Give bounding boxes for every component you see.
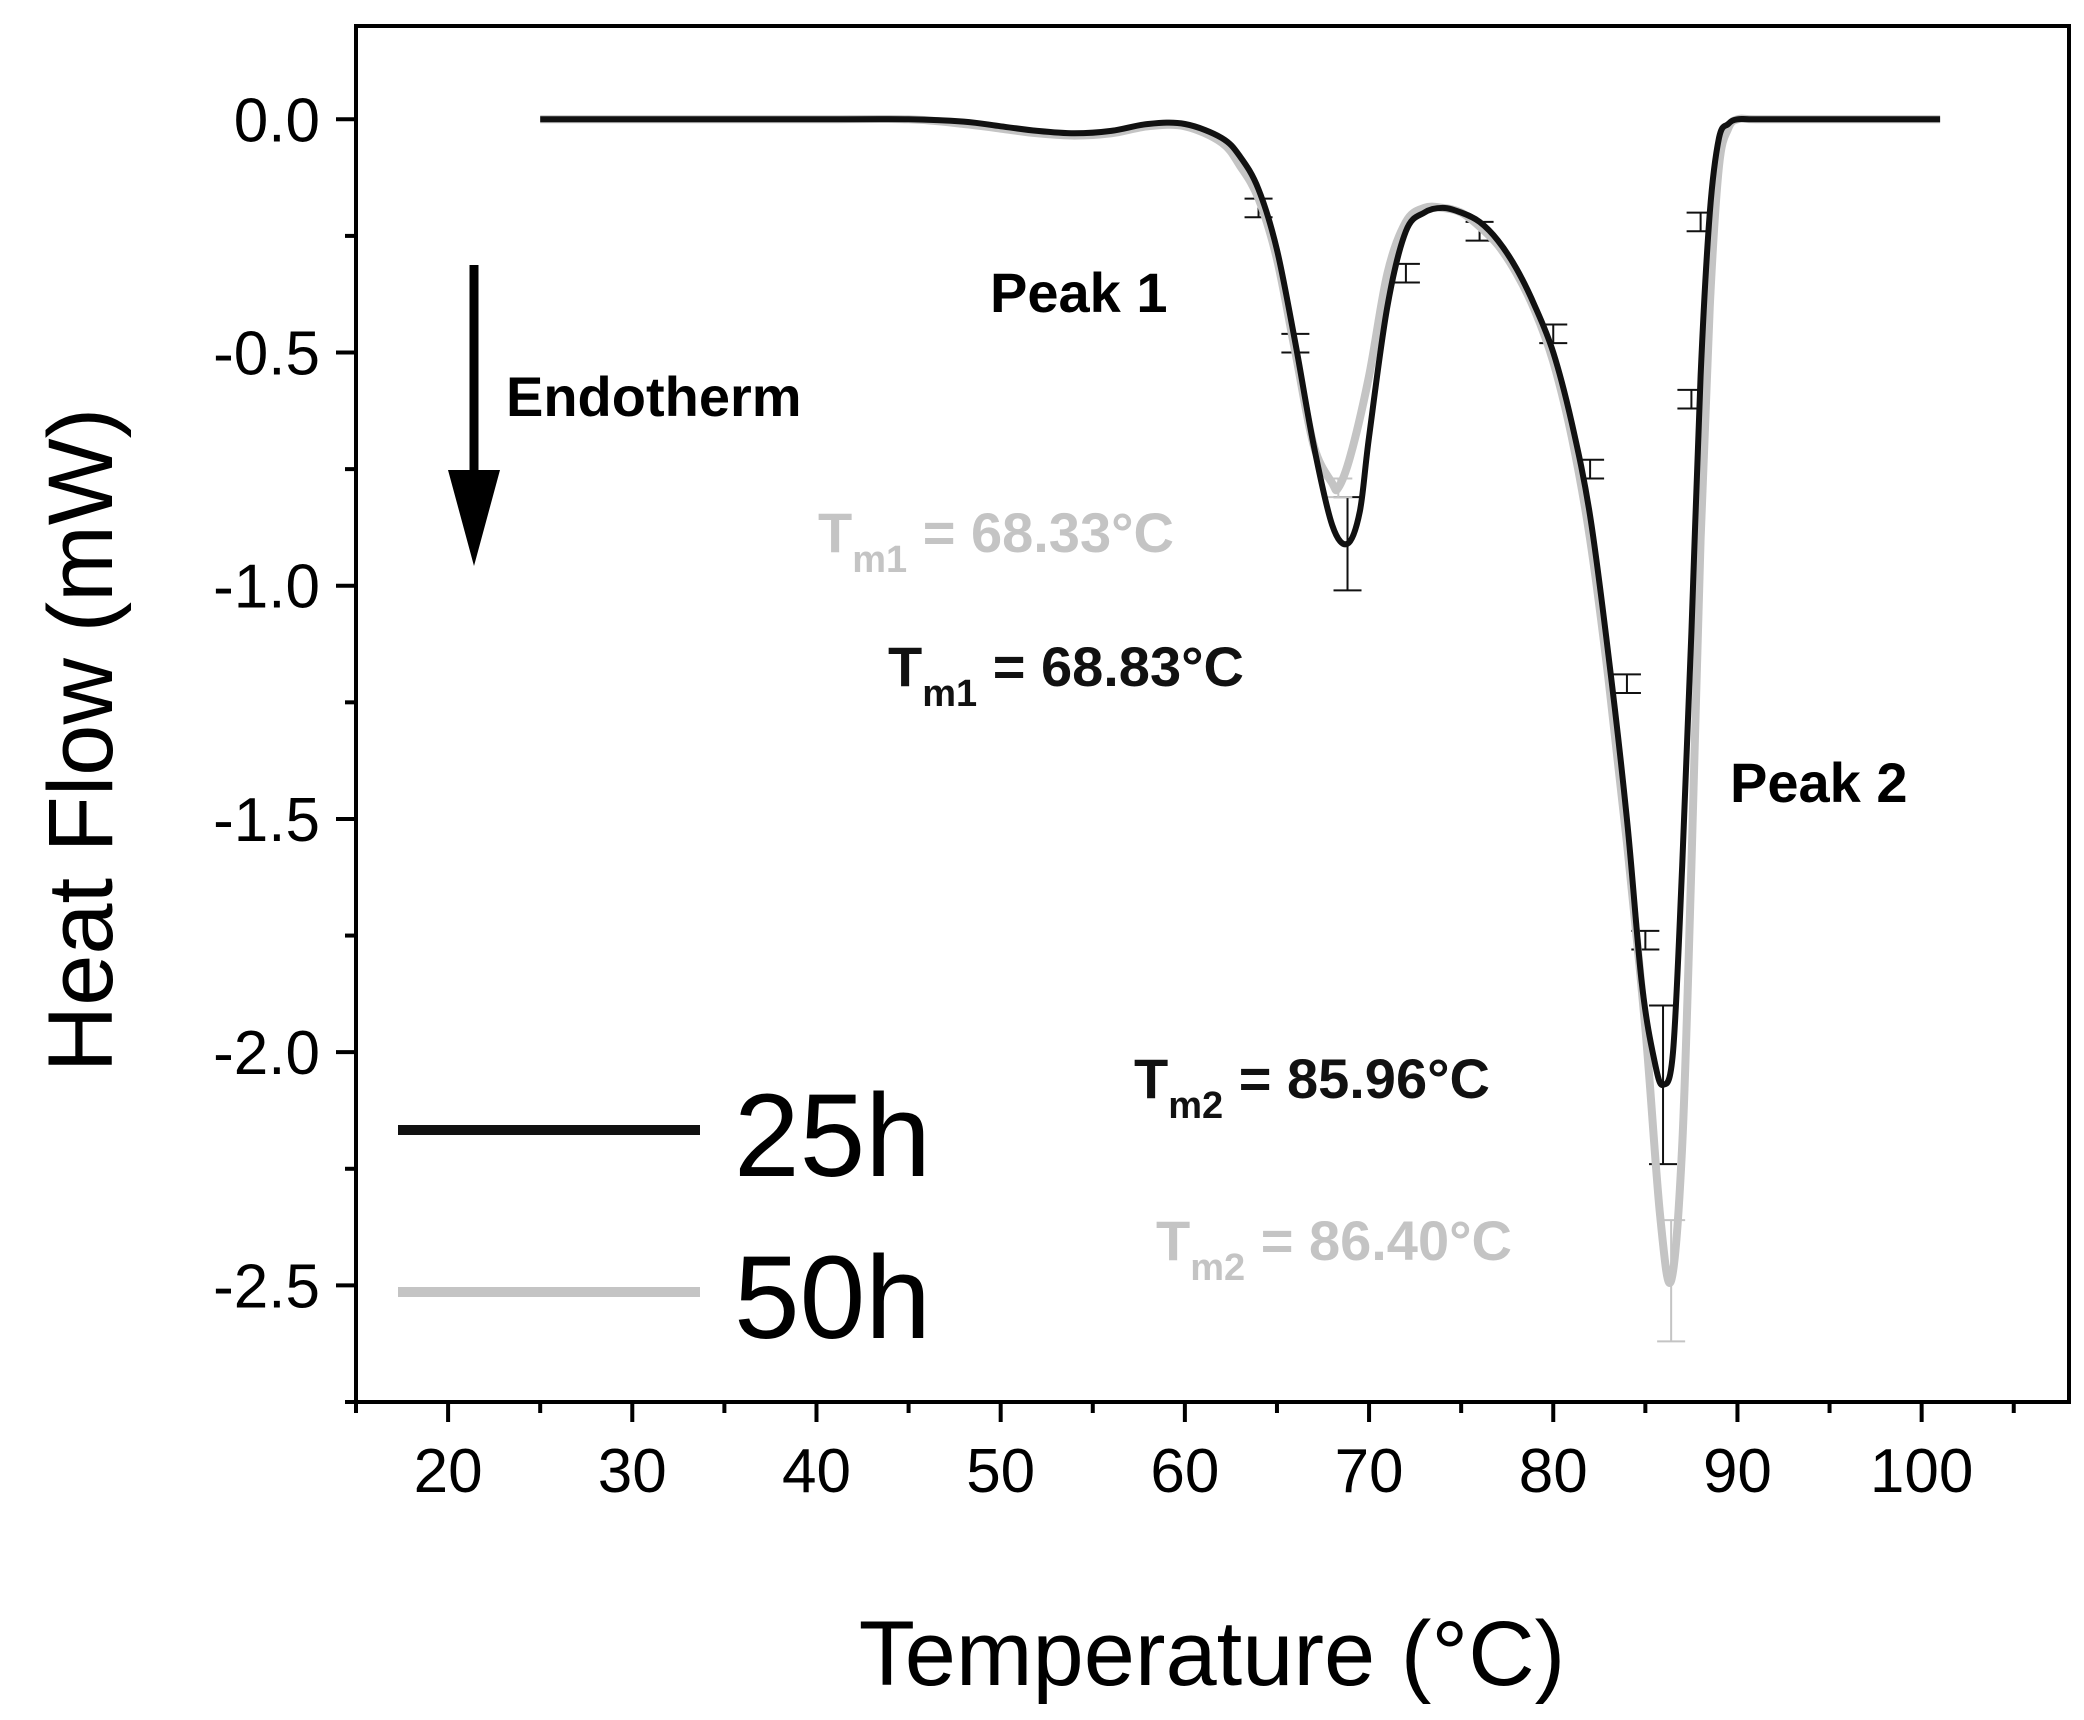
legend-label-25h: 25h — [734, 1070, 931, 1202]
legend-label-50h: 50h — [734, 1232, 931, 1364]
x-axis-title: Temperature (°C) — [859, 1603, 1566, 1705]
y-tick-label: -2.5 — [213, 1252, 320, 1321]
tm2-25h-label: Tm2 = 85.96°C — [1134, 1047, 1490, 1127]
tm1-50h-label: Tm1 = 68.33°C — [818, 501, 1174, 581]
y-tick-label: -0.5 — [213, 320, 320, 389]
y-tick-label: -1.0 — [213, 553, 320, 622]
peak2-label: Peak 2 — [1730, 751, 1908, 814]
y-tick-labels: 0.0 -0.5 -1.0 -1.5 -2.0 -2.5 — [213, 86, 320, 1321]
x-tick-label: 90 — [1703, 1437, 1772, 1506]
series-lines — [540, 114, 1941, 1287]
series-line-25h — [540, 115, 1941, 1088]
legend: 25h 50h — [398, 1070, 931, 1364]
x-tick-label: 80 — [1519, 1437, 1588, 1506]
x-tick-label: 20 — [414, 1437, 483, 1506]
x-tick-labels: 20 30 40 50 60 70 80 90 100 — [414, 1437, 1974, 1506]
error-bar-25h — [1612, 673, 1641, 695]
endotherm-arrow-head — [448, 470, 500, 566]
x-tick-label: 60 — [1150, 1437, 1219, 1506]
y-axis-title: Heat Flow (mW) — [30, 408, 132, 1072]
y-tick-label: -2.0 — [213, 1019, 320, 1088]
error-bars — [1244, 197, 1715, 1343]
x-tick-label: 70 — [1335, 1437, 1404, 1506]
x-tick-label: 50 — [966, 1437, 1035, 1506]
tm1-25h-label: Tm1 = 68.83°C — [888, 635, 1244, 715]
tm2-50h-label: Tm2 = 86.40°C — [1156, 1209, 1512, 1289]
axis-ticks — [336, 117, 2016, 1422]
x-tick-label: 30 — [598, 1437, 667, 1506]
endotherm-label: Endotherm — [506, 365, 802, 428]
peak1-label: Peak 1 — [990, 261, 1168, 324]
x-tick-label: 100 — [1870, 1437, 1973, 1506]
x-tick-label: 40 — [782, 1437, 851, 1506]
y-tick-label: -1.5 — [213, 786, 320, 855]
plot-frame — [354, 24, 2071, 1404]
y-tick-label: 0.0 — [234, 86, 320, 155]
